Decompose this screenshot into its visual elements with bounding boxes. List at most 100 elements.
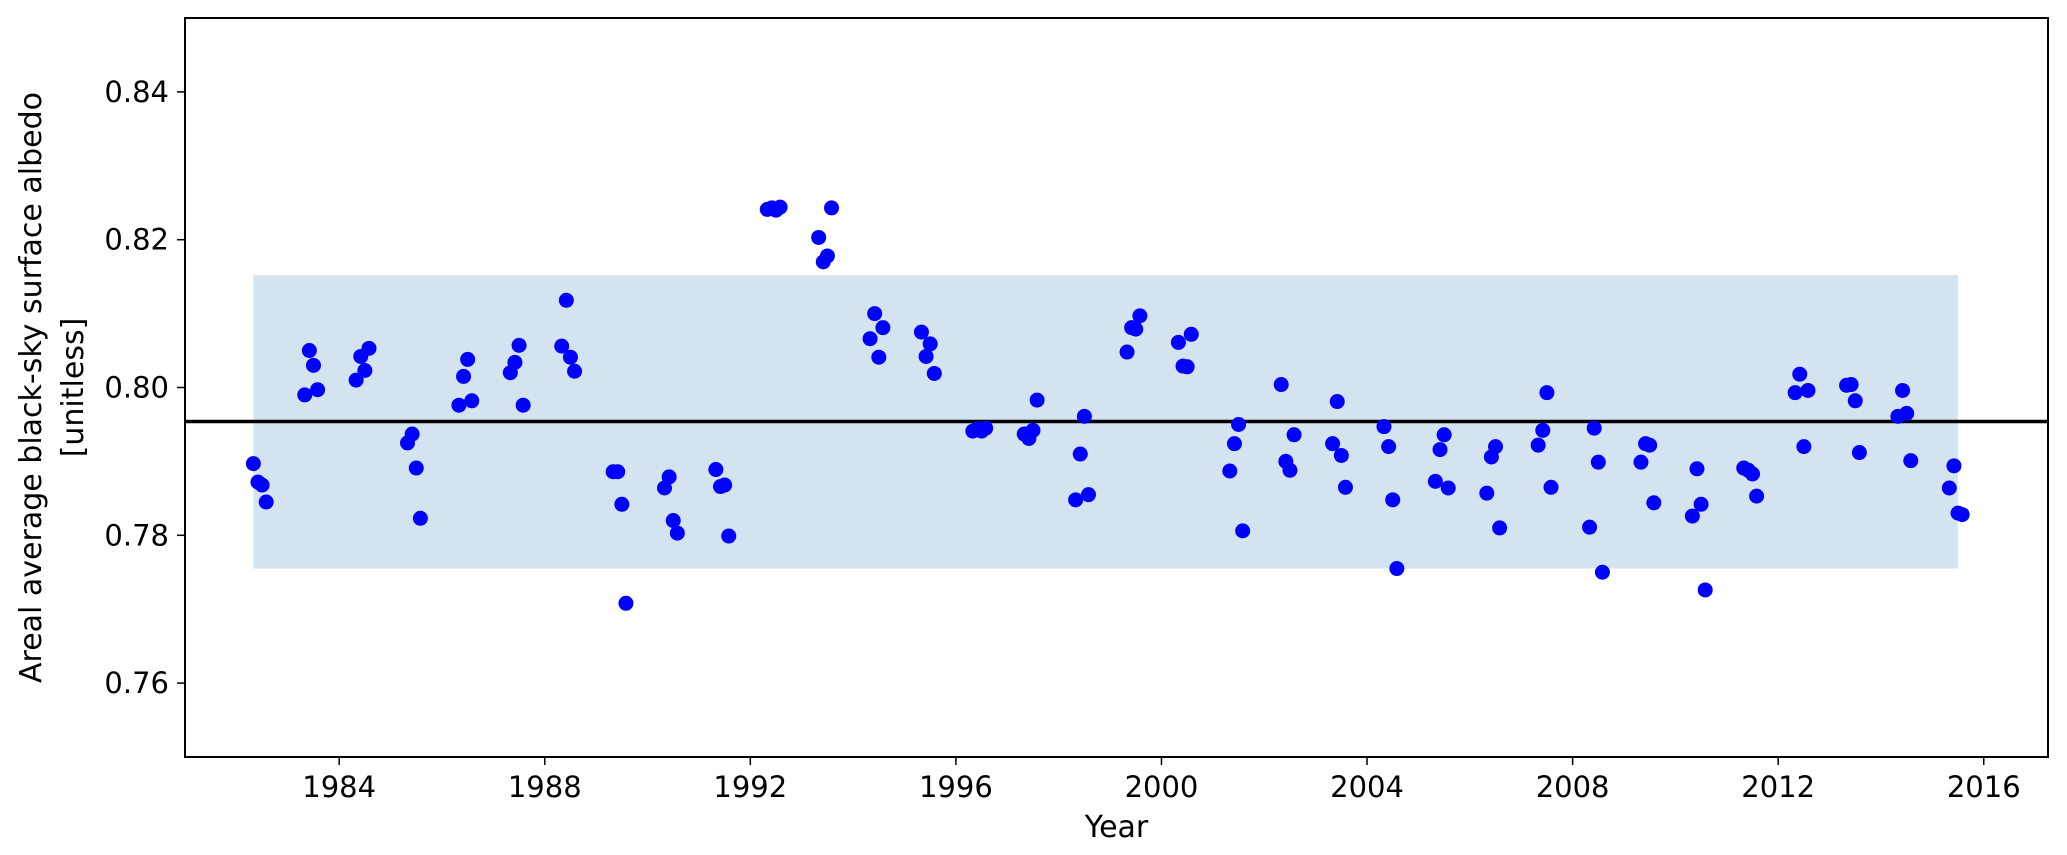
data-point [1582,519,1598,535]
data-point [1744,466,1760,482]
data-point [875,320,891,336]
data-point [1941,480,1957,496]
data-point [1222,463,1238,479]
data-point [1337,479,1353,495]
data-point [1539,385,1555,401]
data-point [717,477,733,493]
data-point [1749,488,1765,504]
data-point [1432,442,1448,458]
data-point [1286,427,1302,443]
data-point [1590,454,1606,470]
data-point [1954,507,1970,523]
data-point [1642,437,1658,453]
data-point [1072,446,1088,462]
data-point [464,393,480,409]
data-point [721,528,737,544]
data-point [1325,436,1341,452]
y-axis-title-line-1: Areal average black-sky surface albedo [14,92,49,683]
x-tick-label: 1984 [302,770,376,804]
data-point [245,456,261,472]
data-point [1787,385,1803,401]
data-point [297,387,313,403]
data-point [1530,437,1546,453]
data-point [1025,422,1041,438]
data-point [1684,508,1700,524]
data-point [1179,359,1195,375]
data-point [348,372,364,388]
data-point [404,426,420,442]
data-point [871,349,887,365]
data-point [1594,564,1610,580]
data-point [258,494,274,510]
data-point [926,365,942,381]
data-point [1479,485,1495,501]
data-point [1128,321,1144,337]
data-point [1646,495,1662,511]
data-point [1535,422,1551,438]
data-point [1381,439,1397,455]
data-point [1895,382,1911,398]
y-tick-label: 0.76 [104,666,169,700]
data-point [1170,334,1186,350]
data-point [567,363,583,379]
y-tick-label: 0.80 [104,371,169,405]
data-point [772,199,788,215]
data-point [1800,382,1816,398]
x-tick-label: 1992 [713,770,787,804]
data-point [1119,344,1135,360]
x-tick-label: 2000 [1125,770,1199,804]
data-point [1376,419,1392,435]
data-point [1843,377,1859,393]
data-point [913,324,929,340]
x-tick-label: 2016 [1947,770,2021,804]
data-point [1488,439,1504,455]
data-point [1427,473,1443,489]
data-point [1899,405,1915,421]
data-point [1440,480,1456,496]
y-tick-label: 0.78 [104,518,169,552]
data-point [310,382,326,398]
data-point [614,496,630,512]
data-point [618,595,634,611]
data-point [361,340,377,356]
data-point [978,420,994,436]
data-point [412,510,428,526]
data-point [1183,326,1199,342]
data-point [661,469,677,485]
data-point [824,200,840,216]
data-point [867,306,883,322]
data-point [862,331,878,347]
data-point [1689,461,1705,477]
data-point [918,348,934,364]
data-point [507,354,523,370]
data-point [811,229,827,245]
data-point [1946,458,1962,474]
data-point [922,336,938,352]
x-tick-label: 2012 [1741,770,1815,804]
data-point [669,525,685,541]
data-point [1796,439,1812,455]
data-point [460,351,476,367]
data-point [665,513,681,529]
data-point [1329,394,1345,410]
data-point [1792,366,1808,382]
data-point [515,397,531,413]
data-point [1226,436,1242,452]
data-point [1282,462,1298,478]
y-axis: 0.76 0.78 0.80 0.82 0.84 [104,75,185,700]
data-point [1697,582,1713,598]
data-point [1847,393,1863,409]
data-point [1132,308,1148,324]
data-point [1693,496,1709,512]
x-tick-label: 2008 [1536,770,1610,804]
x-axis: 1984 1988 1992 1996 2000 2004 2008 2012 2016 [302,757,2021,804]
data-point [357,363,373,379]
x-axis-title: Year [1084,810,1149,845]
data-point [1385,492,1401,508]
data-point [1586,420,1602,436]
x-tick-label: 1996 [919,770,993,804]
data-point [1235,523,1251,539]
data-point [408,460,424,476]
data-point [305,357,321,373]
